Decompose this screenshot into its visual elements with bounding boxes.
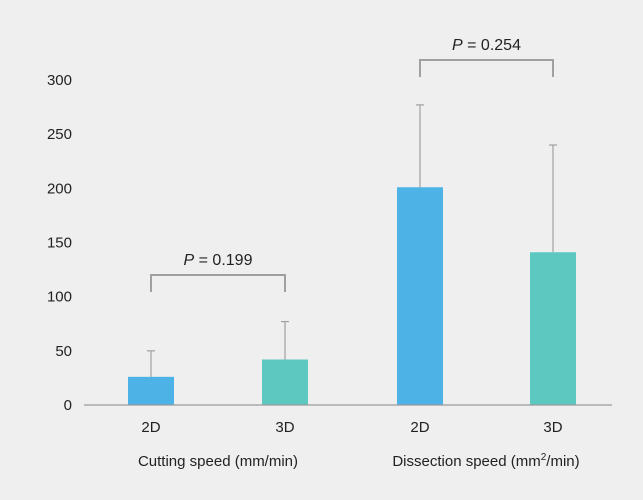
y-tick-label: 300 [47,72,72,89]
p-value-label: P = 0.199 [184,252,253,269]
group-labels: Cutting speed (mm/min) Dissection speed (… [138,452,580,470]
x-tick-label: 3D [543,419,562,436]
error-bars [147,105,557,377]
bar [397,187,443,405]
bar [530,252,576,405]
significance-bracket [420,60,553,77]
x-axis-labels: 2D 3D 2D 3D [141,419,562,436]
y-tick-label: 100 [47,289,72,306]
significance-bracket [151,275,285,292]
y-tick-label: 50 [55,343,72,360]
x-tick-label: 2D [410,419,429,436]
x-tick-label: 3D [275,419,294,436]
significance-brackets: P = 0.199 P = 0.254 [151,37,553,292]
y-tick-label: 200 [47,180,72,197]
group-label: Dissection speed (mm2/min) [392,452,579,470]
y-tick-label: 150 [47,235,72,252]
y-axis: 0 50 100 150 200 250 300 [47,72,72,414]
p-value-label: P = 0.254 [452,37,521,54]
x-tick-label: 2D [141,419,160,436]
y-tick-label: 250 [47,126,72,143]
group-label: Cutting speed (mm/min) [138,453,298,470]
y-tick-label: 0 [64,397,72,414]
bar [128,377,174,405]
bars [128,187,576,405]
bar [262,360,308,406]
